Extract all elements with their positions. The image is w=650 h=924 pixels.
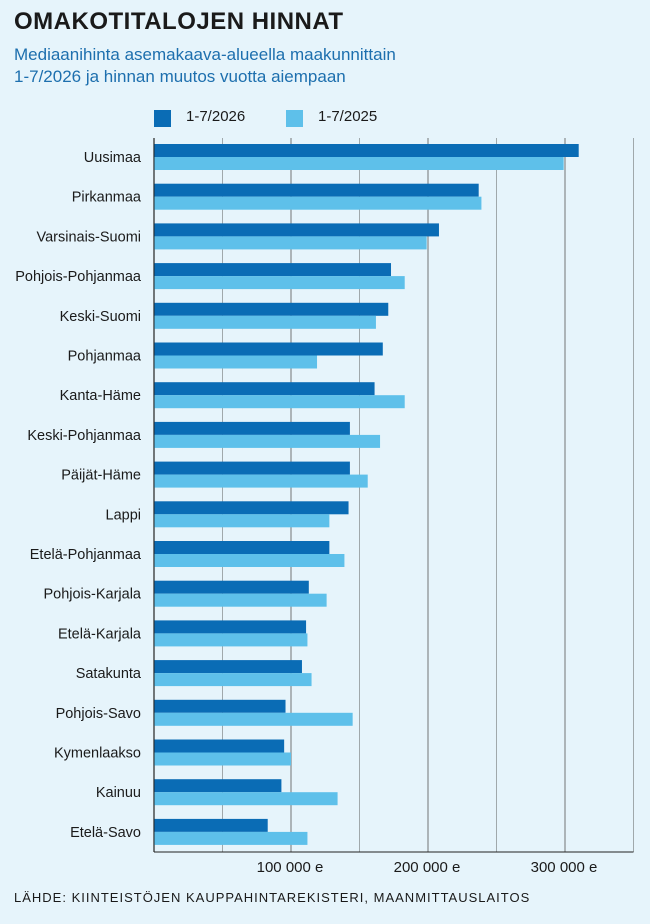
bar-2026 xyxy=(154,461,350,475)
bar-2025 xyxy=(154,514,330,528)
bar-2026 xyxy=(154,541,330,554)
chart-subtitle: Mediaanihinta asemakaava-alueella maakun… xyxy=(14,45,396,86)
bar-2025 xyxy=(154,752,291,766)
bar-2025 xyxy=(154,276,405,290)
bar-2026 xyxy=(154,818,268,832)
bar-2026 xyxy=(154,144,579,157)
bar-2026 xyxy=(154,779,282,793)
bar-2026 xyxy=(154,183,479,197)
category-label: Lappi xyxy=(106,507,141,523)
bar-2026 xyxy=(154,302,389,316)
category-label: Satakunta xyxy=(76,666,142,682)
bar-2025 xyxy=(154,196,482,210)
category-label: Keski-Pohjanmaa xyxy=(27,428,142,444)
x-tick-label: 100 000 e xyxy=(257,859,324,876)
bar-2025 xyxy=(154,593,327,607)
bar-2025 xyxy=(154,792,338,806)
bar-2026 xyxy=(154,660,302,674)
bar-2025 xyxy=(154,554,345,567)
category-label: Pohjois-Pohjanmaa xyxy=(15,269,142,285)
category-label: Pirkanmaa xyxy=(72,190,142,206)
bar-2025 xyxy=(154,474,368,488)
source-note: LÄHDE: KIINTEISTÖJEN KAUPPAHINTAREKISTER… xyxy=(14,890,531,905)
x-tick-label: 300 000 e xyxy=(531,859,598,876)
category-label: Etelä-Karjala xyxy=(58,626,142,642)
category-label: Päijät-Häme xyxy=(61,468,141,484)
bar-2025 xyxy=(154,157,564,170)
bar-2025 xyxy=(154,395,405,409)
x-tick-label: 200 000 e xyxy=(394,859,461,876)
category-label: Kanta-Häme xyxy=(60,388,141,404)
bar-2026 xyxy=(154,501,349,515)
bar-2025 xyxy=(154,355,318,369)
category-label: Pohjanmaa xyxy=(68,349,142,365)
bar-2025 xyxy=(154,434,381,448)
bar-2026 xyxy=(154,263,392,277)
legend-label-2026: 1-7/2026 xyxy=(186,108,246,125)
legend-swatch-2025 xyxy=(286,110,303,127)
bar-2026 xyxy=(154,580,309,594)
category-label: Etelä-Pohjanmaa xyxy=(30,547,142,563)
bar-2026 xyxy=(154,382,375,396)
bar-2026 xyxy=(154,620,307,634)
bar-2025 xyxy=(154,315,376,329)
bar-2025 xyxy=(154,712,353,726)
bar-2026 xyxy=(154,699,286,713)
bar-2025 xyxy=(154,236,427,250)
chart-title: OMAKOTITALOJEN HINNAT xyxy=(14,8,344,35)
bar-2025 xyxy=(154,633,308,647)
category-label: Pohjois-Karjala xyxy=(43,587,141,603)
category-label: Pohjois-Savo xyxy=(56,706,141,722)
category-label: Varsinais-Suomi xyxy=(37,229,142,245)
bar-2026 xyxy=(154,223,439,237)
legend-swatch-2026 xyxy=(154,110,171,127)
bar-2026 xyxy=(154,421,350,435)
category-label: Uusimaa xyxy=(84,150,142,166)
bar-2025 xyxy=(154,831,308,845)
legend-label-2025: 1-7/2025 xyxy=(318,108,378,125)
category-label: Keski-Suomi xyxy=(60,309,141,325)
category-label: Etelä-Savo xyxy=(70,825,141,841)
bar-2026 xyxy=(154,342,383,356)
category-label: Kainuu xyxy=(96,785,141,801)
category-label: Kymenlaakso xyxy=(54,746,141,762)
bar-2026 xyxy=(154,739,285,753)
bar-2025 xyxy=(154,673,312,687)
